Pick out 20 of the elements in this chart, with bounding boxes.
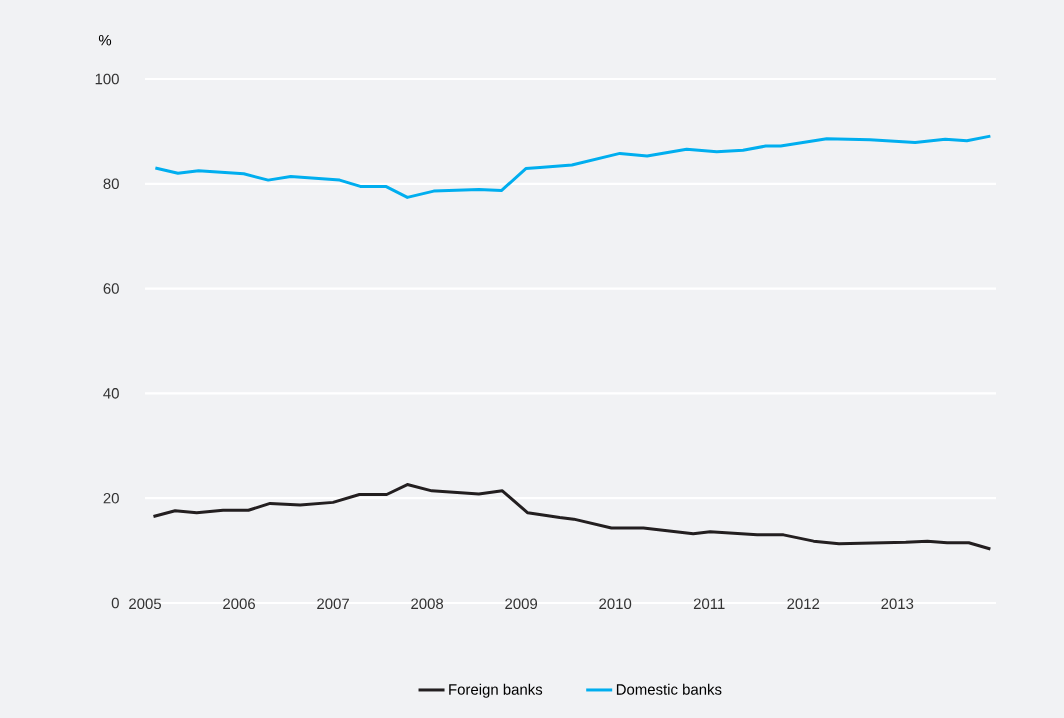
x-tick-label: 2012 [787,598,820,610]
y-tick-label: 40 [103,388,119,399]
y-tick-label: 20 [103,492,119,504]
x-tick-label: 2009 [505,598,538,610]
x-tick-label: 2008 [411,598,444,610]
y-axis-title: % [98,34,112,46]
legend-label: Domestic banks [616,683,722,695]
x-tick-label: 2013 [881,598,914,610]
x-tick-label: 2011 [693,598,725,610]
y-tick-label: 100 [95,73,119,85]
line-series [153,134,992,199]
y-tick-label: 80 [103,178,119,190]
x-tick-label: 2005 [129,598,161,610]
y-tick-label: 60 [103,283,119,294]
x-tick-label: 2006 [223,598,255,610]
x-tick-label: 2010 [599,598,632,610]
x-tick-label: 2007 [317,598,349,610]
y-tick-label: 0 [111,597,119,609]
line-series [151,483,992,551]
legend-label: Foreign banks [449,683,543,698]
